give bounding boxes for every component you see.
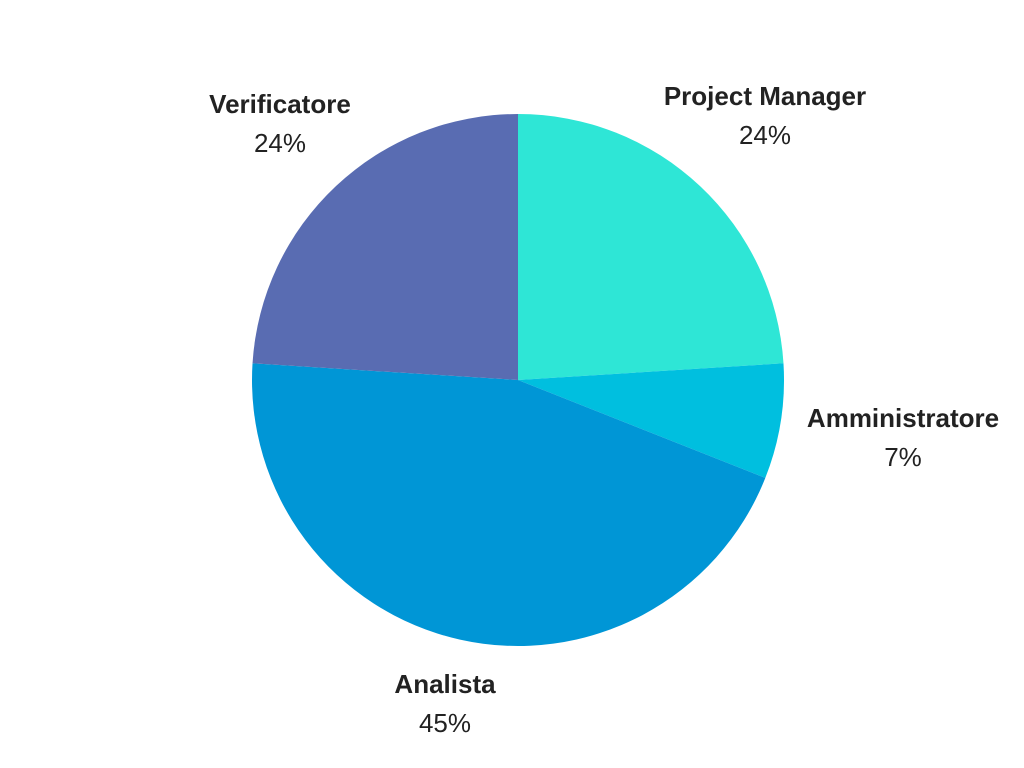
slice-value-analista: 45% bbox=[419, 708, 471, 738]
pie-slice-analista bbox=[252, 363, 766, 647]
pie-slices bbox=[252, 114, 785, 647]
pie-labels: Project Manager 24% Amministratore 7% Analis… bbox=[209, 81, 999, 738]
pie-slice-project-manager bbox=[518, 114, 784, 380]
slice-value-verificatore: 24% bbox=[254, 128, 306, 158]
slice-value-project-manager: 24% bbox=[739, 120, 791, 150]
slice-label-amministratore: Amministratore bbox=[807, 403, 999, 433]
pie-slice-verificatore bbox=[252, 114, 518, 380]
slice-label-verificatore: Verificatore bbox=[209, 89, 351, 119]
pie-slice-amministratore bbox=[518, 363, 785, 478]
slice-label-analista: Analista bbox=[394, 669, 496, 699]
slice-value-amministratore: 7% bbox=[884, 442, 922, 472]
slice-label-project-manager: Project Manager bbox=[664, 81, 866, 111]
